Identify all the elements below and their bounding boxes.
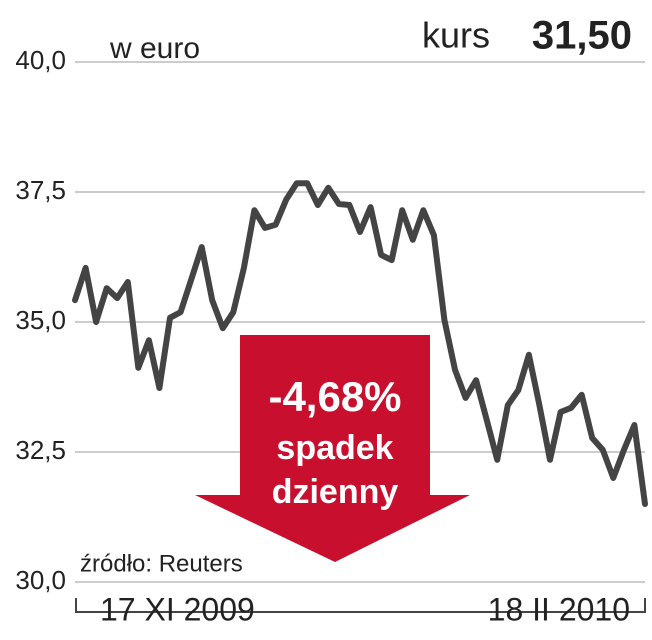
x-tick-label: 17 XI 2009 bbox=[100, 591, 255, 627]
y-tick-label: 30,0 bbox=[15, 565, 66, 595]
y-tick-label: 32,5 bbox=[15, 435, 66, 465]
y-axis-label: w euro bbox=[109, 32, 200, 65]
x-axis-bracket bbox=[75, 598, 646, 613]
change-label: -4,68% bbox=[268, 373, 401, 420]
source: źródło: Reuters bbox=[80, 550, 243, 577]
y-tick-label: 37,5 bbox=[15, 175, 66, 205]
annotation: spadek bbox=[276, 429, 393, 467]
x-tick-label: 18 II 2010 bbox=[488, 591, 630, 627]
y-tick-label: 35,0 bbox=[15, 305, 66, 335]
chart-title: kurs bbox=[422, 15, 490, 56]
price-line bbox=[72, 180, 648, 507]
current-value: 31,50 bbox=[532, 14, 632, 58]
annotation: dzienny bbox=[272, 473, 399, 511]
y-tick-label: 40,0 bbox=[15, 45, 66, 75]
down-arrow bbox=[195, 335, 470, 562]
